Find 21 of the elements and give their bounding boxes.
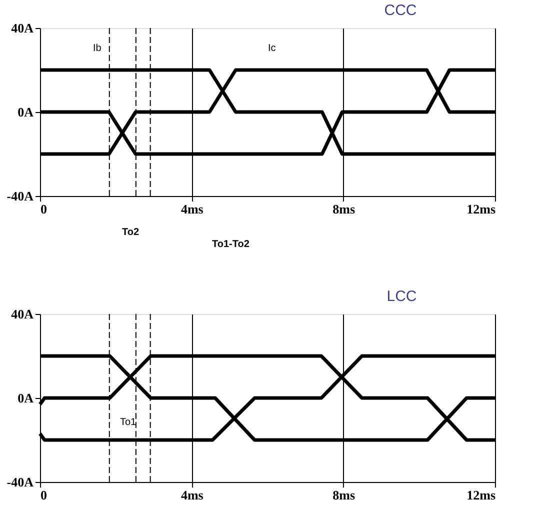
chart-title: LCC — [386, 288, 417, 305]
text: To2 — [122, 227, 140, 238]
y-tick-label: 40A — [11, 20, 34, 36]
x-tick-label: 12ms — [466, 488, 496, 502]
x-tick-label: 12ms — [466, 202, 496, 216]
annotation: Ib — [93, 43, 102, 54]
x-tick-label: 8ms — [332, 488, 356, 502]
chart-title: CCC — [384, 2, 417, 19]
x-tick-label: 0 — [40, 202, 47, 216]
y-tick-label: 40A — [11, 306, 34, 322]
x-tick-label: 4ms — [180, 202, 204, 216]
x-tick-label: 4ms — [180, 488, 204, 502]
y-tick-label: -40A — [6, 474, 34, 490]
annotation: Ic — [268, 43, 276, 54]
y-tick-label: 0A — [18, 104, 34, 120]
y-tick-label: -40A — [6, 188, 34, 204]
x-tick-label: 8ms — [332, 202, 356, 216]
text: To1-To2 — [212, 239, 250, 250]
x-tick-label: 0 — [40, 488, 47, 502]
annotation: To1 — [120, 417, 137, 428]
y-tick-label: 0A — [18, 390, 34, 406]
